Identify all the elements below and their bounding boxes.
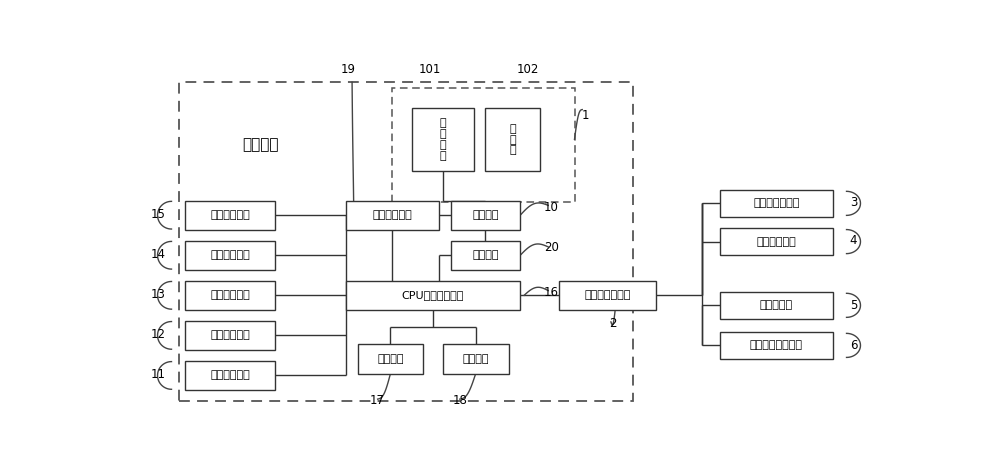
Text: CPU中央处理单元: CPU中央处理单元 bbox=[402, 290, 464, 300]
Text: 走廊呼叫器: 走廊呼叫器 bbox=[760, 300, 793, 310]
Text: 3: 3 bbox=[850, 196, 857, 209]
Text: 报警模块: 报警模块 bbox=[462, 354, 489, 364]
Text: 2: 2 bbox=[610, 317, 617, 330]
Text: 11: 11 bbox=[151, 368, 166, 381]
Text: 15: 15 bbox=[151, 208, 166, 220]
Text: 10: 10 bbox=[544, 201, 559, 214]
Text: 13: 13 bbox=[151, 288, 166, 301]
Text: 护士站显示器: 护士站显示器 bbox=[757, 236, 796, 246]
Text: 电源模块: 电源模块 bbox=[472, 210, 499, 220]
Text: 19: 19 bbox=[341, 63, 356, 76]
Text: 病人床头显示器: 病人床头显示器 bbox=[753, 198, 800, 208]
FancyBboxPatch shape bbox=[185, 361, 275, 390]
Text: 笔记模块: 笔记模块 bbox=[472, 250, 499, 260]
Text: 充
电
线: 充 电 线 bbox=[509, 124, 516, 156]
Text: 18: 18 bbox=[452, 394, 467, 407]
FancyBboxPatch shape bbox=[450, 241, 520, 270]
Text: 101: 101 bbox=[418, 63, 441, 76]
Text: 102: 102 bbox=[517, 63, 539, 76]
Text: 医疗护理单元: 医疗护理单元 bbox=[210, 290, 250, 300]
FancyBboxPatch shape bbox=[346, 201, 439, 230]
Text: 生活护理单元: 生活护理单元 bbox=[210, 250, 250, 260]
Text: 视频通话模块: 视频通话模块 bbox=[372, 210, 412, 220]
FancyBboxPatch shape bbox=[720, 332, 833, 359]
Text: 无线通讯接收器: 无线通讯接收器 bbox=[584, 290, 631, 300]
Text: 生命特征单元: 生命特征单元 bbox=[210, 370, 250, 380]
Text: 医疗服务单元: 医疗服务单元 bbox=[210, 330, 250, 341]
Text: 手环本体: 手环本体 bbox=[242, 137, 279, 152]
FancyBboxPatch shape bbox=[559, 281, 656, 310]
FancyBboxPatch shape bbox=[720, 228, 833, 255]
Text: 5: 5 bbox=[850, 298, 857, 312]
Text: 17: 17 bbox=[370, 394, 385, 407]
FancyBboxPatch shape bbox=[185, 281, 275, 310]
Text: 12: 12 bbox=[151, 328, 166, 341]
FancyBboxPatch shape bbox=[185, 241, 275, 270]
FancyBboxPatch shape bbox=[720, 292, 833, 319]
Text: 健康教育单元: 健康教育单元 bbox=[210, 210, 250, 220]
FancyBboxPatch shape bbox=[346, 281, 520, 310]
FancyBboxPatch shape bbox=[185, 321, 275, 350]
FancyBboxPatch shape bbox=[485, 108, 540, 172]
FancyBboxPatch shape bbox=[450, 201, 520, 230]
Text: 16: 16 bbox=[544, 286, 559, 299]
Text: 定位模块: 定位模块 bbox=[377, 354, 404, 364]
FancyBboxPatch shape bbox=[412, 108, 474, 172]
Text: 充
电
电
池: 充 电 电 池 bbox=[439, 118, 446, 161]
FancyBboxPatch shape bbox=[185, 201, 275, 230]
Text: 6: 6 bbox=[850, 339, 857, 352]
FancyBboxPatch shape bbox=[720, 190, 833, 217]
Text: 1: 1 bbox=[582, 108, 589, 122]
FancyBboxPatch shape bbox=[443, 344, 509, 374]
Text: 医生值班室显示器: 医生值班室显示器 bbox=[750, 341, 803, 350]
FancyBboxPatch shape bbox=[358, 344, 423, 374]
Text: 20: 20 bbox=[544, 242, 559, 254]
Text: 4: 4 bbox=[850, 234, 857, 247]
Text: 14: 14 bbox=[151, 248, 166, 261]
